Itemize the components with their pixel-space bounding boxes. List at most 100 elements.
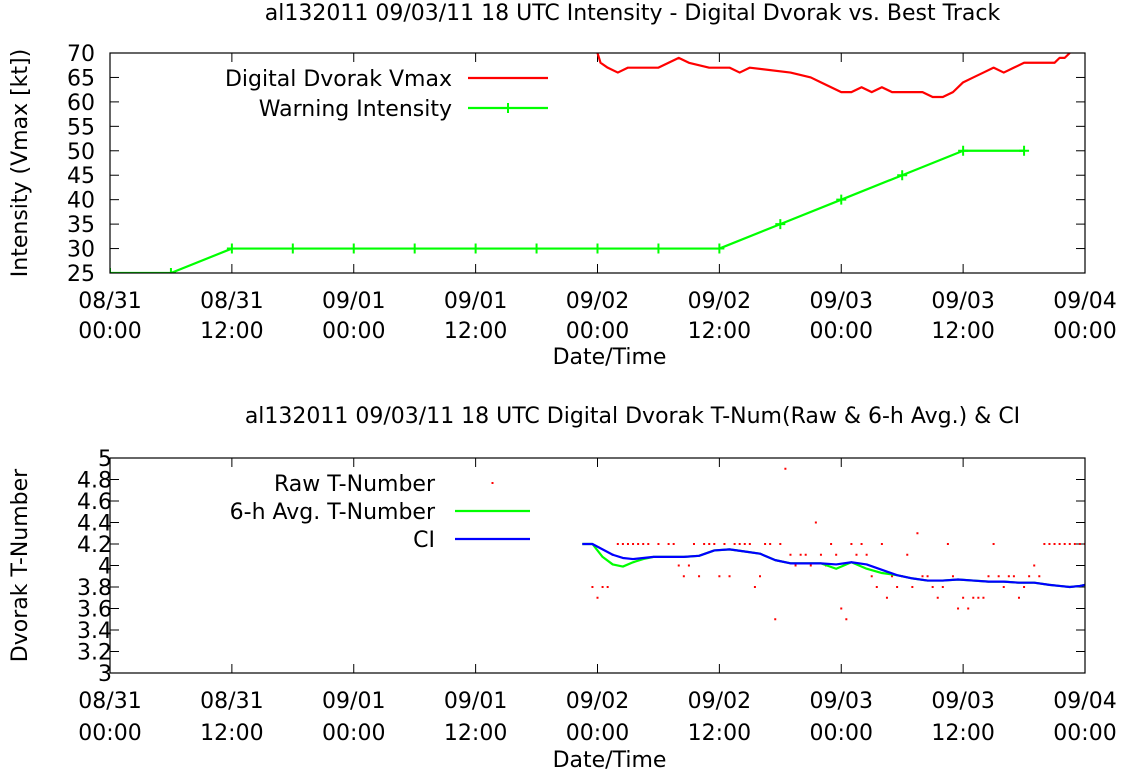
raw-t-number-point bbox=[972, 596, 975, 599]
x-tick-label-time: 00:00 bbox=[566, 721, 629, 746]
raw-t-number-point bbox=[657, 543, 660, 545]
raw-t-number-point bbox=[784, 467, 787, 470]
raw-t-number-point bbox=[997, 575, 1000, 578]
raw-t-number-point bbox=[743, 543, 746, 545]
data-point-marker bbox=[592, 243, 603, 254]
y-tick-label: 4.6 bbox=[77, 490, 112, 515]
raw-t-number-point bbox=[606, 586, 609, 588]
raw-t-number-point bbox=[723, 543, 726, 545]
raw-t-number-point bbox=[931, 586, 934, 588]
raw-t-number-point bbox=[906, 553, 909, 556]
raw-t-number-point bbox=[789, 553, 792, 556]
raw-t-number-point bbox=[977, 596, 980, 599]
plot-border bbox=[109, 457, 1086, 674]
raw-t-number-point bbox=[1017, 596, 1020, 599]
raw-t-number-point bbox=[865, 553, 868, 556]
raw-t-number-point bbox=[738, 543, 741, 545]
raw-t-number-point bbox=[672, 543, 675, 545]
x-tick-label-date: 09/03 bbox=[931, 289, 994, 314]
raw-t-number-point bbox=[880, 543, 883, 545]
x-tick-label-date: 09/03 bbox=[810, 689, 873, 714]
x-tick-label-time: 00:00 bbox=[810, 319, 873, 344]
x-axis-label: Date/Time bbox=[553, 345, 667, 370]
raw-t-number-point bbox=[687, 564, 690, 567]
raw-t-number-point bbox=[1048, 543, 1051, 545]
x-tick-label-date: 09/02 bbox=[566, 289, 629, 314]
raw-t-number-point bbox=[967, 607, 970, 610]
raw-t-number-point bbox=[987, 575, 990, 578]
raw-t-number-point bbox=[830, 543, 833, 545]
data-point-marker bbox=[714, 243, 725, 254]
y-tick-label: 5 bbox=[98, 447, 112, 472]
raw-t-number-point bbox=[1043, 543, 1046, 545]
raw-t-number-point bbox=[891, 575, 894, 578]
x-tick-label-time: 12:00 bbox=[444, 319, 507, 344]
x-tick-label-date: 09/03 bbox=[931, 689, 994, 714]
y-tick-label: 3.4 bbox=[77, 619, 112, 644]
y-tick-label: 4.8 bbox=[77, 469, 112, 494]
legend-marker bbox=[503, 103, 513, 113]
series-line bbox=[596, 53, 1071, 99]
raw-t-number-point bbox=[1063, 543, 1066, 545]
x-tick-label-time: 12:00 bbox=[931, 721, 994, 746]
x-tick-label-date: 09/01 bbox=[322, 289, 385, 314]
series-1 bbox=[586, 467, 1085, 621]
raw-t-number-point bbox=[835, 553, 838, 556]
raw-t-number-point bbox=[759, 575, 761, 578]
x-tick-label-date: 09/01 bbox=[444, 689, 507, 714]
legend: Digital Dvorak Vmax Warning Intensity bbox=[225, 67, 548, 122]
legend-label: 6-h Avg. T-Number bbox=[230, 500, 436, 525]
raw-t-number-point bbox=[794, 564, 797, 567]
raw-t-number-point bbox=[819, 553, 822, 556]
legend-label: Digital Dvorak Vmax bbox=[225, 67, 452, 92]
plot-border bbox=[109, 52, 1086, 274]
raw-t-number-point bbox=[1012, 575, 1015, 578]
y-tick-label: 25 bbox=[67, 262, 95, 287]
x-tick-label-date: 08/31 bbox=[78, 289, 141, 314]
data-point-marker bbox=[226, 243, 237, 254]
data-point-marker bbox=[897, 170, 908, 181]
raw-t-number-point bbox=[885, 596, 888, 599]
raw-t-number-point bbox=[764, 543, 767, 545]
raw-t-number-point bbox=[692, 543, 695, 545]
raw-t-number-point bbox=[626, 543, 629, 545]
raw-t-number-point bbox=[621, 543, 624, 545]
legend-label: Warning Intensity bbox=[259, 97, 452, 122]
raw-t-number-point bbox=[682, 575, 685, 578]
raw-t-number-point bbox=[713, 543, 716, 545]
x-axis-label: Date/Time bbox=[553, 748, 667, 771]
y-tick-label: 55 bbox=[67, 115, 95, 140]
raw-t-number-point bbox=[840, 607, 843, 610]
raw-t-number-point bbox=[941, 586, 944, 588]
x-tick-label-date: 08/31 bbox=[200, 689, 263, 714]
raw-t-number-point bbox=[728, 575, 731, 578]
y-tick-label: 4 bbox=[98, 555, 112, 580]
raw-t-number-point bbox=[860, 543, 863, 545]
y-tick-label: 4.2 bbox=[77, 533, 112, 558]
y-tick-label: 50 bbox=[67, 140, 95, 165]
x-tick-label-date: 09/04 bbox=[1053, 689, 1116, 714]
raw-t-number-point bbox=[845, 618, 848, 621]
raw-t-number-point bbox=[962, 596, 965, 599]
raw-t-number-point bbox=[946, 543, 949, 545]
data-point-marker bbox=[165, 268, 176, 273]
legend-label: CI bbox=[413, 528, 435, 553]
raw-t-number-point bbox=[951, 575, 954, 578]
raw-t-number-point bbox=[637, 543, 640, 545]
raw-t-number-point bbox=[916, 532, 919, 535]
raw-t-number-point bbox=[936, 596, 939, 599]
raw-t-number-point bbox=[1023, 586, 1026, 588]
y-tick-label: 40 bbox=[67, 189, 95, 214]
raw-t-number-point bbox=[1073, 543, 1076, 545]
x-tick-label-time: 00:00 bbox=[1053, 721, 1116, 746]
series-line bbox=[110, 149, 1025, 273]
legend-marker bbox=[491, 482, 494, 484]
raw-t-number-point bbox=[911, 586, 914, 588]
series-2 bbox=[110, 145, 1030, 273]
raw-t-number-point bbox=[982, 596, 985, 599]
raw-t-number-point bbox=[703, 543, 706, 545]
y-tick-label: 70 bbox=[67, 42, 95, 67]
x-tick-label-time: 00:00 bbox=[78, 319, 141, 344]
y-tick-label: 3.8 bbox=[77, 576, 112, 601]
x-tick-label-time: 00:00 bbox=[1053, 319, 1116, 344]
